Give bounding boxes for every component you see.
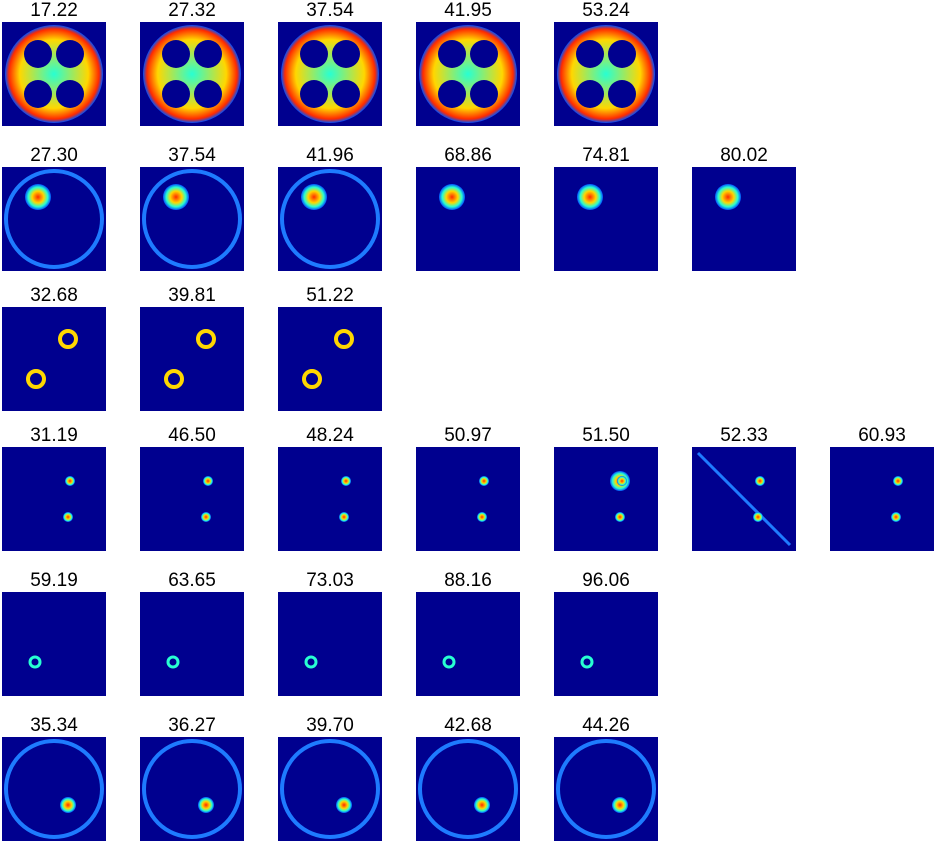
heatmap-image	[278, 592, 382, 696]
tile-label: 27.30	[30, 145, 78, 166]
tile-label: 51.22	[306, 285, 354, 306]
image-tile: 73.03	[276, 570, 384, 696]
tile-label: 17.22	[30, 0, 78, 21]
tile-label: 60.93	[858, 425, 906, 446]
image-tile: 88.16	[414, 570, 522, 696]
heatmap-image	[140, 737, 244, 841]
heatmap-image	[140, 307, 244, 411]
tile-label: 96.06	[582, 570, 630, 591]
tile-label: 53.24	[582, 0, 630, 21]
heatmap-image	[140, 167, 244, 271]
tile-label: 41.95	[444, 0, 492, 21]
image-tile: 50.97	[414, 425, 522, 551]
heatmap-image	[554, 447, 658, 551]
heatmap-image	[416, 167, 520, 271]
heatmap-image	[2, 592, 106, 696]
heatmap-image	[2, 167, 106, 271]
image-tile: 42.68	[414, 715, 522, 841]
heatmap-image	[278, 737, 382, 841]
tile-label: 63.65	[168, 570, 216, 591]
tile-label: 44.26	[582, 715, 630, 736]
tile-label: 42.68	[444, 715, 492, 736]
heatmap-image	[2, 737, 106, 841]
image-tile: 31.19	[0, 425, 108, 551]
tile-label: 46.50	[168, 425, 216, 446]
heatmap-image	[416, 592, 520, 696]
heatmap-image	[140, 592, 244, 696]
image-tile: 74.81	[552, 145, 660, 271]
image-tile: 39.81	[138, 285, 246, 411]
image-tile: 60.93	[828, 425, 936, 551]
tile-label: 37.54	[168, 145, 216, 166]
image-tile: 53.24	[552, 0, 660, 126]
image-tile: 41.96	[276, 145, 384, 271]
tile-label: 50.97	[444, 425, 492, 446]
image-tile: 27.30	[0, 145, 108, 271]
heatmap-image	[692, 447, 796, 551]
tile-label: 39.81	[168, 285, 216, 306]
heatmap-image	[278, 167, 382, 271]
tile-label: 88.16	[444, 570, 492, 591]
heatmap-image	[140, 447, 244, 551]
tile-label: 59.19	[30, 570, 78, 591]
image-tile: 46.50	[138, 425, 246, 551]
tile-label: 73.03	[306, 570, 354, 591]
heatmap-image	[416, 737, 520, 841]
heatmap-image	[2, 307, 106, 411]
image-tile: 37.54	[138, 145, 246, 271]
heatmap-image	[2, 447, 106, 551]
heatmap-image	[416, 447, 520, 551]
tile-label: 31.19	[30, 425, 78, 446]
heatmap-image	[416, 22, 520, 126]
tile-label: 74.81	[582, 145, 630, 166]
tile-label: 41.96	[306, 145, 354, 166]
image-tile: 36.27	[138, 715, 246, 841]
image-tile: 27.32	[138, 0, 246, 126]
image-tile: 51.22	[276, 285, 384, 411]
heatmap-image	[554, 737, 658, 841]
image-tile: 39.70	[276, 715, 384, 841]
heatmap-image	[554, 22, 658, 126]
image-tile: 37.54	[276, 0, 384, 126]
tile-label: 48.24	[306, 425, 354, 446]
heatmap-image	[2, 22, 106, 126]
image-tile: 41.95	[414, 0, 522, 126]
heatmap-image	[554, 592, 658, 696]
tile-label: 37.54	[306, 0, 354, 21]
heatmap-image	[692, 167, 796, 271]
tile-label: 80.02	[720, 145, 768, 166]
heatmap-image	[140, 22, 244, 126]
image-tile: 63.65	[138, 570, 246, 696]
image-tile: 80.02	[690, 145, 798, 271]
tile-label: 35.34	[30, 715, 78, 736]
tile-label: 27.32	[168, 0, 216, 21]
tile-label: 36.27	[168, 715, 216, 736]
tile-label: 68.86	[444, 145, 492, 166]
image-tile: 52.33	[690, 425, 798, 551]
heatmap-image	[554, 167, 658, 271]
heatmap-image	[278, 307, 382, 411]
image-tile: 44.26	[552, 715, 660, 841]
tile-label: 32.68	[30, 285, 78, 306]
heatmap-image	[830, 447, 934, 551]
tile-label: 39.70	[306, 715, 354, 736]
image-tile: 59.19	[0, 570, 108, 696]
image-tile: 51.50	[552, 425, 660, 551]
image-tile: 48.24	[276, 425, 384, 551]
image-tile: 32.68	[0, 285, 108, 411]
image-tile: 96.06	[552, 570, 660, 696]
image-tile: 68.86	[414, 145, 522, 271]
image-tile: 17.22	[0, 0, 108, 126]
image-tile: 35.34	[0, 715, 108, 841]
heatmap-image	[278, 22, 382, 126]
tile-label: 51.50	[582, 425, 630, 446]
tile-label: 52.33	[720, 425, 768, 446]
heatmap-image	[278, 447, 382, 551]
